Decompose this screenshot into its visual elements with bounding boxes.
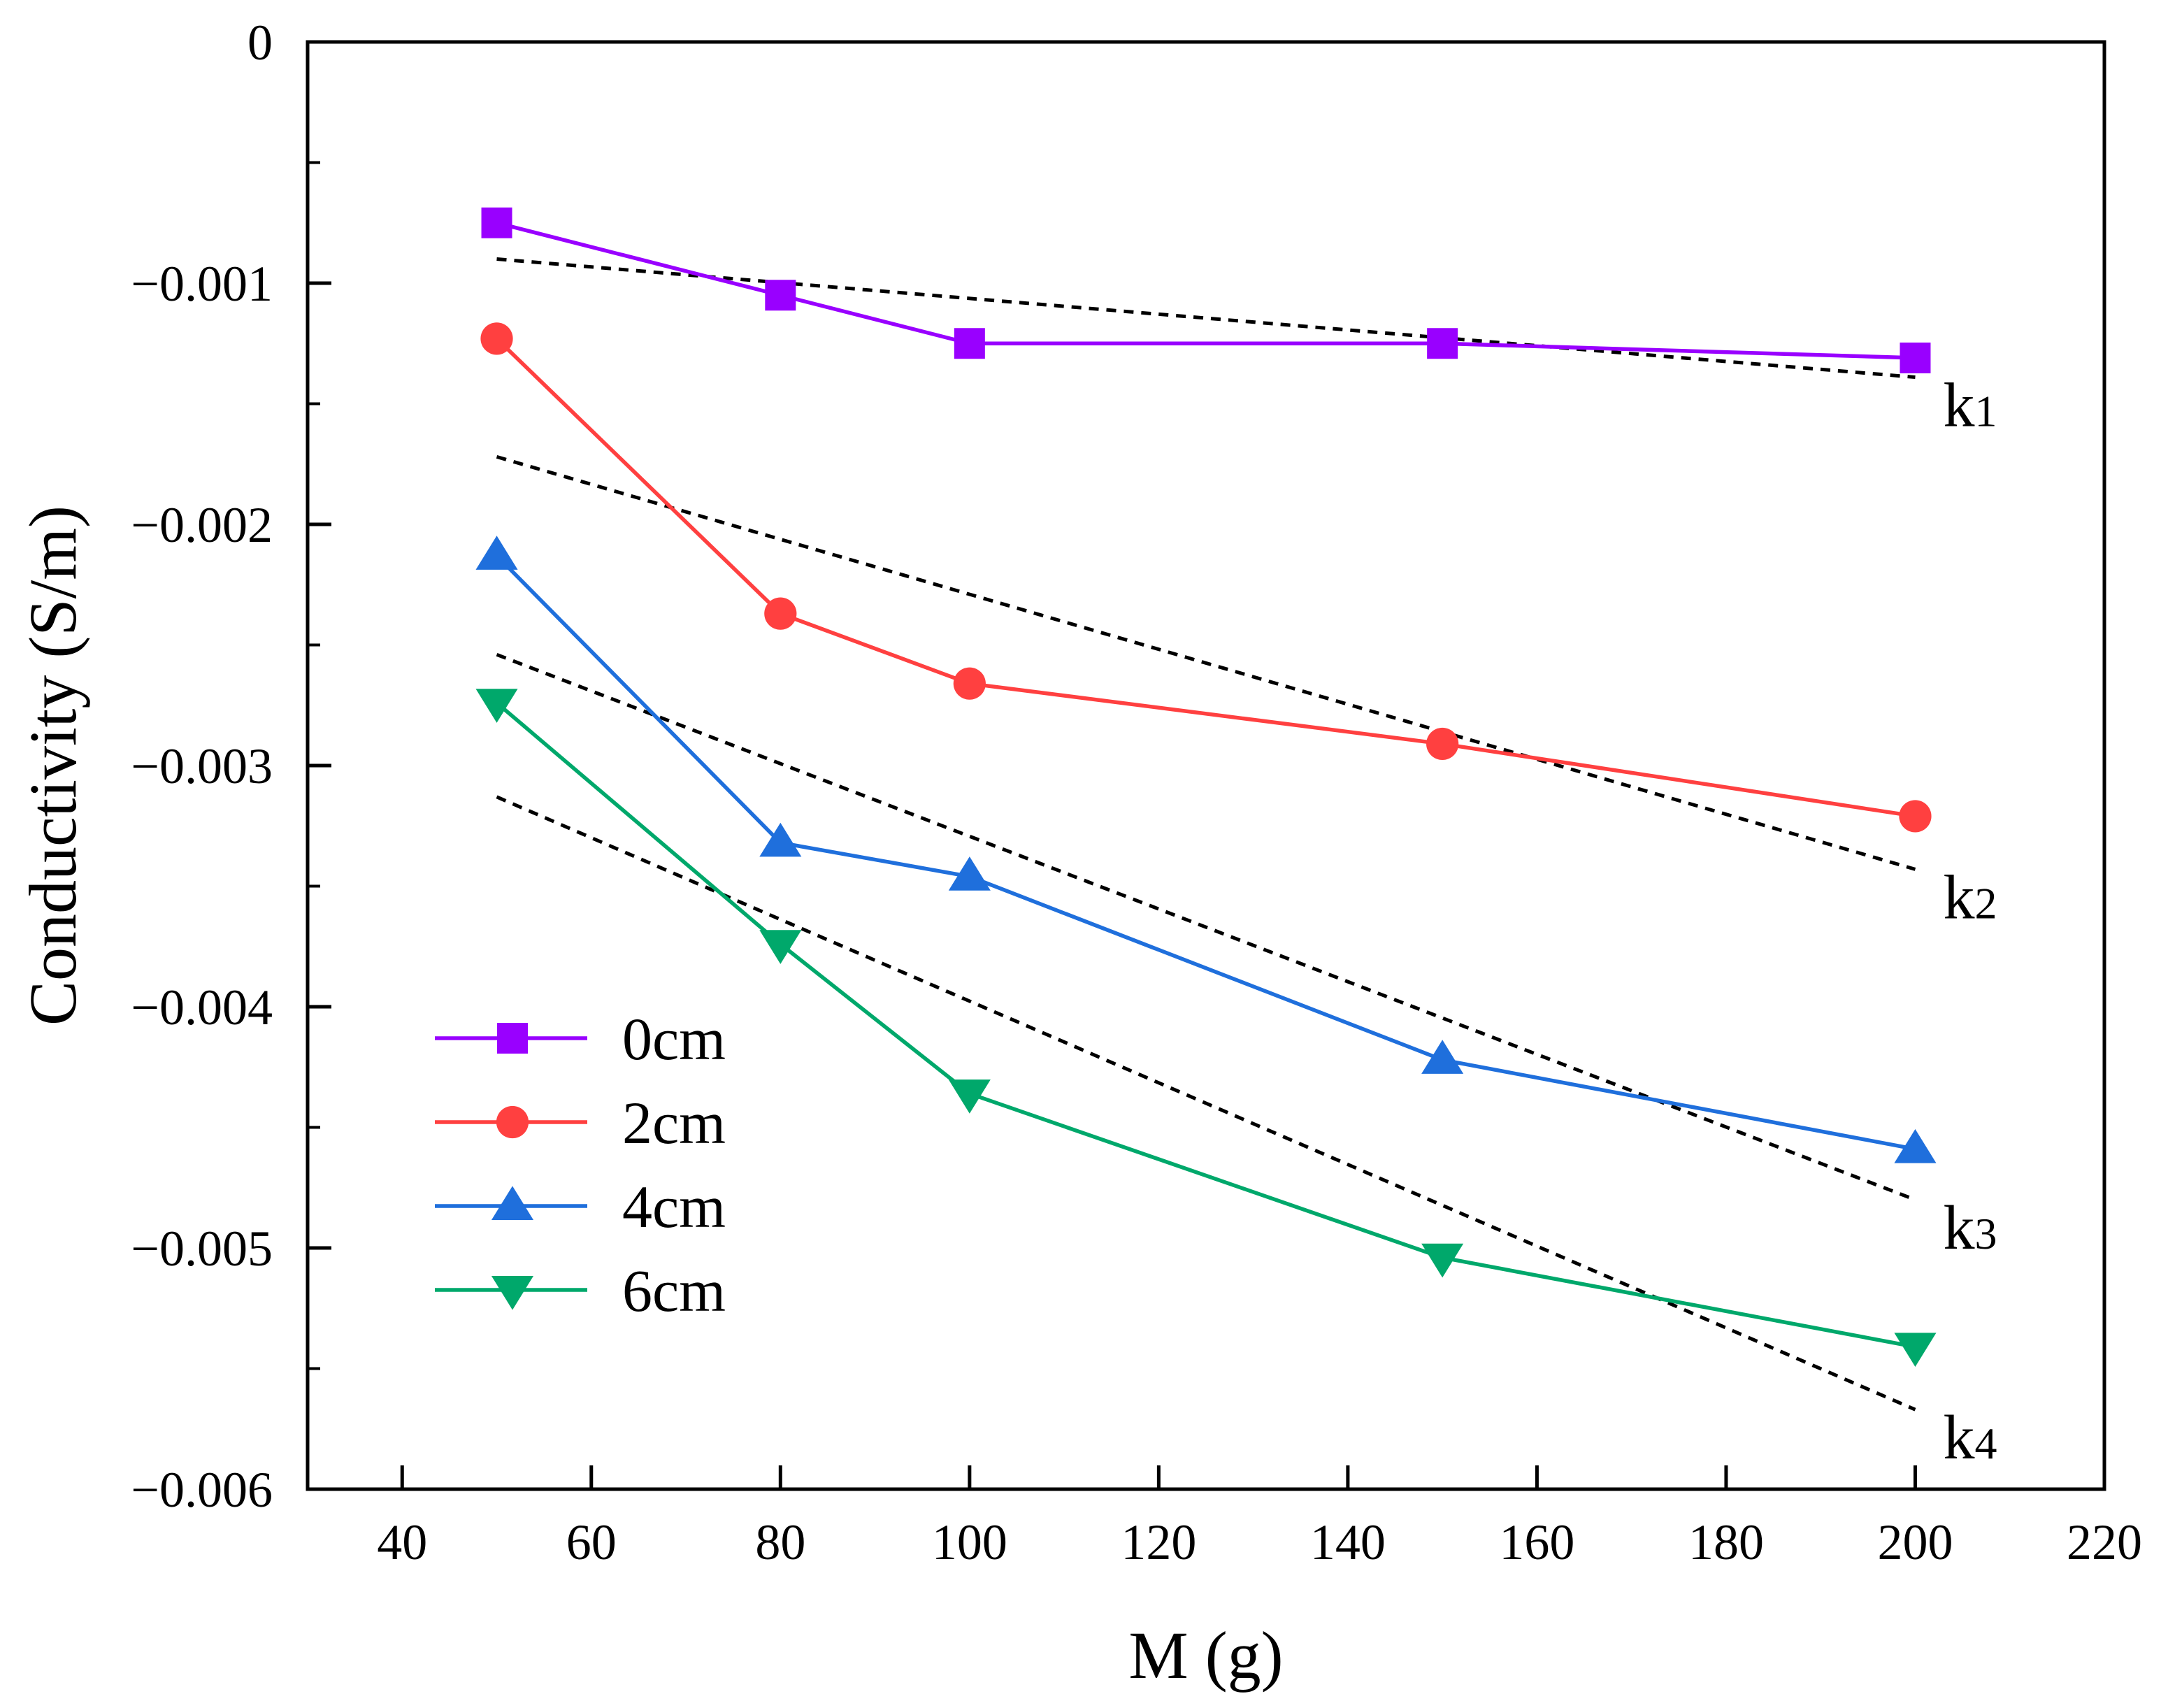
legend-swatch-marker (491, 1275, 534, 1310)
data-point-6cm (759, 930, 802, 964)
series-layer (475, 207, 1937, 1368)
plot-area-frame (306, 40, 2106, 1491)
fit-line-k2 (496, 454, 1916, 871)
x-tick-label: 160 (1499, 1514, 1574, 1570)
legend-label: 2cm (622, 1089, 726, 1156)
data-point-2cm (764, 597, 797, 630)
x-tick-label: 220 (2067, 1514, 2142, 1570)
x-tick-label: 200 (1877, 1514, 1953, 1570)
x-tick-label: 100 (932, 1514, 1007, 1570)
data-point-4cm (948, 856, 991, 891)
legend-item-6cm: 6cm (435, 1257, 726, 1324)
y-tick-label: 0 (247, 15, 273, 71)
fit-line-k4 (496, 795, 1916, 1412)
data-point-2cm (1426, 727, 1459, 761)
data-point-6cm (1421, 1243, 1464, 1278)
fit-label-k2: k2 (1943, 863, 1997, 932)
data-point-4cm (759, 822, 802, 857)
y-tick-label: −0.002 (131, 497, 273, 553)
fit-label-k4: k4 (1943, 1403, 1997, 1472)
x-axis-title: M (g) (1128, 1618, 1283, 1693)
data-point-6cm (1894, 1333, 1937, 1368)
fit-lines-layer: k1 k2 k3 k4 (496, 257, 1997, 1472)
y-tick-label: −0.005 (131, 1221, 273, 1277)
y-tick-label: −0.003 (131, 738, 273, 794)
series-4cm (475, 536, 1937, 1163)
legend-label: 6cm (622, 1257, 726, 1324)
data-point-0cm (765, 280, 796, 311)
data-point-0cm (1427, 328, 1458, 359)
y-tick-label: −0.006 (131, 1462, 273, 1518)
fit-label-k3: k3 (1943, 1193, 1997, 1263)
data-point-2cm (1899, 800, 1932, 833)
series-2cm (480, 322, 1932, 833)
series-line-2cm (495, 337, 1916, 819)
y-axis-title: Conductivity (S/m) (15, 505, 90, 1026)
axes-layer: 40 60 80 100 120 140 160 180 200 220 0 −0.001 −0.002… (131, 15, 2142, 1570)
data-point-2cm (953, 667, 986, 700)
x-tick-label: 80 (755, 1514, 805, 1570)
legend-item-0cm: 0cm (435, 1005, 726, 1072)
data-point-4cm (1421, 1040, 1464, 1074)
x-tick-label: 180 (1688, 1514, 1764, 1570)
legend-swatch-marker (491, 1186, 534, 1221)
fit-line-k3 (496, 652, 1916, 1202)
data-point-0cm (481, 207, 512, 238)
data-point-4cm (1894, 1128, 1937, 1163)
y-tick-label: −0.004 (131, 979, 273, 1035)
series-0cm (481, 207, 1931, 373)
data-point-0cm (954, 328, 985, 359)
data-point-2cm (480, 322, 513, 355)
series-6cm (475, 689, 1937, 1368)
legend-item-2cm: 2cm (435, 1089, 726, 1156)
data-point-4cm (475, 536, 518, 570)
x-tick-label: 40 (377, 1514, 427, 1570)
x-tick-label: 140 (1310, 1514, 1386, 1570)
legend-label: 0cm (622, 1005, 726, 1072)
legend-label: 4cm (622, 1173, 726, 1240)
data-point-6cm (948, 1079, 991, 1114)
data-point-0cm (1900, 342, 1931, 373)
legend: 0cm 2cm 4cm 6cm (435, 1005, 726, 1324)
y-tick-label: −0.001 (131, 256, 273, 312)
legend-swatch-marker (496, 1105, 529, 1139)
x-tick-label: 120 (1121, 1514, 1196, 1570)
legend-item-4cm: 4cm (435, 1173, 726, 1240)
x-tick-label: 60 (566, 1514, 617, 1570)
fit-label-k1: k1 (1943, 371, 1997, 440)
series-line-0cm (496, 221, 1916, 360)
data-point-6cm (475, 689, 518, 723)
legend-swatch-marker (497, 1023, 528, 1054)
